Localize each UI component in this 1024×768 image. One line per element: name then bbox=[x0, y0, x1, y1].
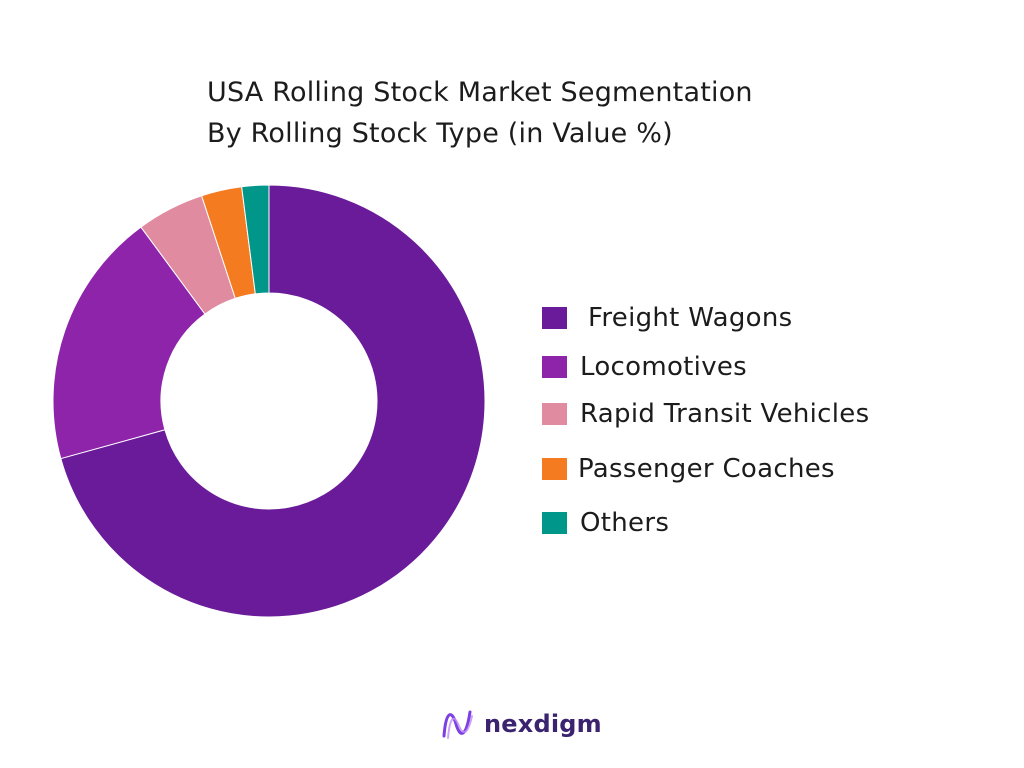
legend-item-rapid-transit-vehicles: Rapid Transit Vehicles bbox=[542, 394, 869, 434]
nexdigm-logo-text: nexdigm bbox=[484, 710, 602, 738]
legend-item-freight-wagons: Freight Wagons bbox=[542, 298, 792, 338]
legend-swatch-freight-wagons bbox=[542, 307, 567, 329]
donut-chart bbox=[52, 184, 486, 618]
chart-title-line-1: USA Rolling Stock Market Segmentation bbox=[207, 77, 753, 108]
legend-item-locomotives: Locomotives bbox=[542, 347, 747, 387]
legend-label-others: Others bbox=[580, 508, 670, 538]
donut-slice-others bbox=[241, 184, 270, 295]
donut-slice-freight-wagons bbox=[60, 184, 486, 618]
legend-swatch-others bbox=[542, 512, 567, 534]
legend-label-passenger-coaches: Passenger Coaches bbox=[578, 454, 835, 484]
legend-swatch-passenger-coaches bbox=[542, 458, 567, 480]
donut-slice-locomotives bbox=[52, 226, 206, 460]
chart-subtitle-line-2: By Rolling Stock Type (in Value %) bbox=[207, 118, 673, 149]
nexdigm-wave-logo-icon bbox=[442, 710, 473, 739]
chart-title: USA Rolling Stock Market Segmentation By… bbox=[207, 72, 847, 154]
legend-swatch-locomotives bbox=[542, 356, 567, 378]
donut-slices bbox=[52, 184, 486, 618]
legend-label-freight-wagons: Freight Wagons bbox=[588, 303, 793, 333]
nexdigm-logo: nexdigm bbox=[440, 704, 602, 744]
legend-item-others: Others bbox=[542, 503, 669, 543]
legend-swatch-rapid-transit-vehicles bbox=[542, 403, 567, 425]
legend-item-passenger-coaches: Passenger Coaches bbox=[542, 449, 835, 489]
legend-label-locomotives: Locomotives bbox=[580, 352, 748, 382]
legend-label-rapid-transit-vehicles: Rapid Transit Vehicles bbox=[580, 399, 870, 429]
